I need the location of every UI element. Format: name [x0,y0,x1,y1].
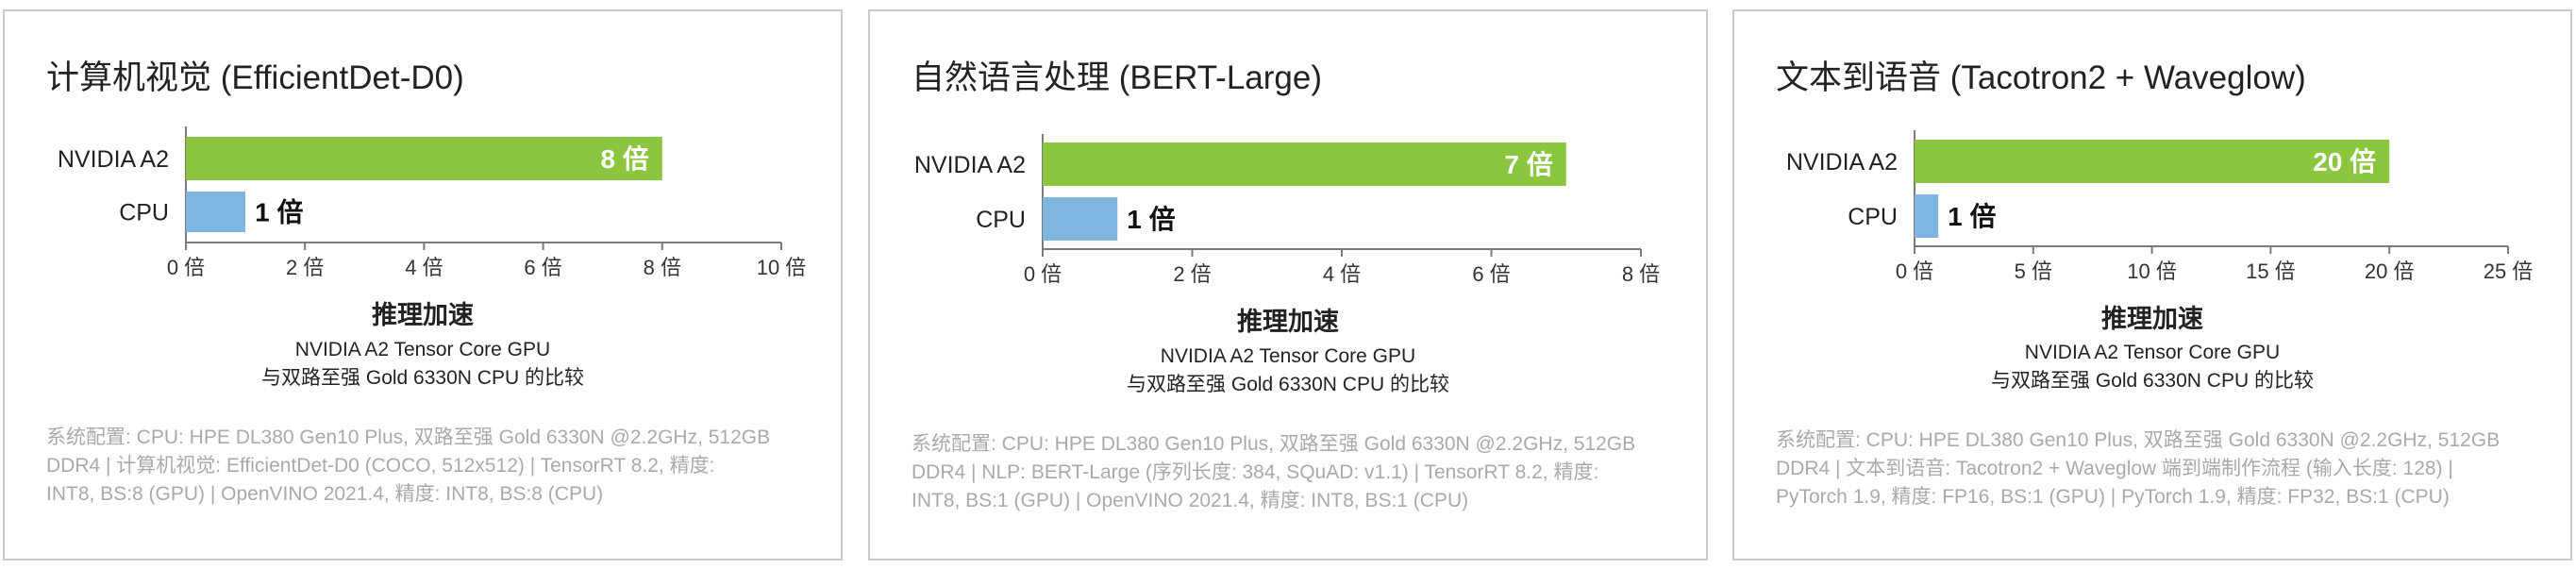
config-note-line: INT8, BS:1 (GPU) | OpenVINO 2021.4, 精度: … [912,490,1469,511]
config-note-line: 系统配置: CPU: HPE DL380 Gen10 Plus, 双路至强 Go… [912,433,1636,455]
config-note: 系统配置: CPU: HPE DL380 Gen10 Plus, 双路至强 Go… [912,430,1685,515]
config-note-line: PyTorch 1.9, 精度: FP16, BS:1 (GPU) | PyTo… [1776,486,2450,508]
chart-panel-nlp: 自然语言处理 (BERT-Large) 0 倍 2 倍 4 倍 6 倍 8 倍 NVIDI… [868,9,1708,561]
bar-chart: 0 倍 2 倍 4 倍 6 倍 8 倍 10 倍 NVIDIA A2 8 倍 CPU 1 倍 [58,126,807,279]
data-label: 20 倍 [2313,146,2376,176]
config-note: 系统配置: CPU: HPE DL380 Gen10 Plus, 双路至强 Go… [1776,427,2550,511]
data-label: 1 倍 [255,197,303,227]
chart-subtitle-line-2: 与双路至强 Gold 6330N CPU 的比较 [261,367,584,389]
x-axis-title: 推理加速 [2101,305,2203,333]
x-tick-label: 4 倍 [405,256,443,279]
x-tick-label: 8 倍 [644,256,681,279]
bar-gpu [1043,142,1566,186]
config-note-line: DDR4 | NLP: BERT-Large (序列长度: 384, SQuAD… [912,461,1599,483]
x-tick-label: 5 倍 [2015,259,2052,283]
chart-subtitle-line-2: 与双路至强 Gold 6330N CPU 的比较 [1991,370,2314,392]
bar-gpu [186,137,662,180]
x-tick-label: 6 倍 [524,256,561,279]
data-label: 1 倍 [1127,204,1175,234]
config-note-line: INT8, BS:8 (GPU) | OpenVINO 2021.4, 精度: … [46,483,604,505]
data-label: 8 倍 [600,143,648,174]
x-axis-title: 推理加速 [1237,308,1339,336]
category-label: CPU [1848,204,1898,230]
data-label: 1 倍 [1948,201,1996,231]
bar-cpu [186,192,246,232]
config-note-line: 系统配置: CPU: HPE DL380 Gen10 Plus, 双路至强 Go… [1776,429,2501,451]
bar-chart: 0 倍 2 倍 4 倍 6 倍 8 倍 NVIDIA A2 7 倍 CPU 1 倍 [914,134,1660,286]
x-tick-label: 8 倍 [1622,262,1660,286]
bar-chart: 0 倍 5 倍 10 倍 15 倍 20 倍 25 倍 NVIDIA A2 20 倍 CPU 1 … [1786,130,2534,283]
x-tick-label: 0 倍 [1896,259,1933,283]
x-tick-label: 15 倍 [2246,259,2296,283]
chart-title: 文本到语音 (Tacotron2 + Waveglow) [1776,59,2306,96]
config-note-line: DDR4 | 文本到语音: Tacotron2 + Waveglow 端到端制作… [1776,458,2453,479]
x-tick-label: 10 倍 [2127,259,2177,283]
category-label: NVIDIA A2 [1786,149,1898,176]
chart-panel-tts: 文本到语音 (Tacotron2 + Waveglow) 0 倍 5 倍 10 倍 1… [1732,9,2572,561]
x-tick-label: 25 倍 [2484,259,2534,283]
x-tick-label: 0 倍 [167,256,205,279]
bar-gpu [1915,140,2390,183]
x-tick-label: 2 倍 [1173,262,1211,286]
x-tick-label: 0 倍 [1024,262,1062,286]
x-tick-label: 6 倍 [1472,262,1510,286]
chart-panel-vision: 计算机视觉 (EfficientDet-D0) 0 倍 2 倍 4 倍 6 倍 8 倍 1… [3,9,843,561]
category-label: NVIDIA A2 [58,146,169,173]
chart-subtitle-line-1: NVIDIA A2 Tensor Core GPU [294,339,551,360]
x-tick-label: 10 倍 [757,256,807,279]
x-tick-label: 4 倍 [1323,262,1361,286]
x-tick-label: 2 倍 [286,256,324,279]
category-label: CPU [119,200,169,226]
bar-cpu [1915,194,1939,238]
chart-subtitle-line-1: NVIDIA A2 Tensor Core GPU [1160,345,1416,367]
config-note: 系统配置: CPU: HPE DL380 Gen10 Plus, 双路至强 Go… [46,424,820,509]
x-tick-label: 20 倍 [2365,259,2415,283]
chart-title: 自然语言处理 (BERT-Large) [912,59,1322,96]
bar-cpu [1043,197,1118,241]
chart-subtitle-line-2: 与双路至强 Gold 6330N CPU 的比较 [1127,374,1449,395]
x-axis-title: 推理加速 [372,301,474,329]
chart-title: 计算机视觉 (EfficientDet-D0) [46,59,464,96]
config-note-line: 系统配置: CPU: HPE DL380 Gen10 Plus, 双路至强 Go… [46,427,771,448]
chart-subtitle-line-1: NVIDIA A2 Tensor Core GPU [2024,342,2281,363]
category-label: CPU [976,207,1026,233]
data-label: 7 倍 [1504,149,1552,179]
category-label: NVIDIA A2 [914,152,1026,178]
config-note-line: DDR4 | 计算机视觉: EfficientDet-D0 (COCO, 512… [46,455,715,477]
